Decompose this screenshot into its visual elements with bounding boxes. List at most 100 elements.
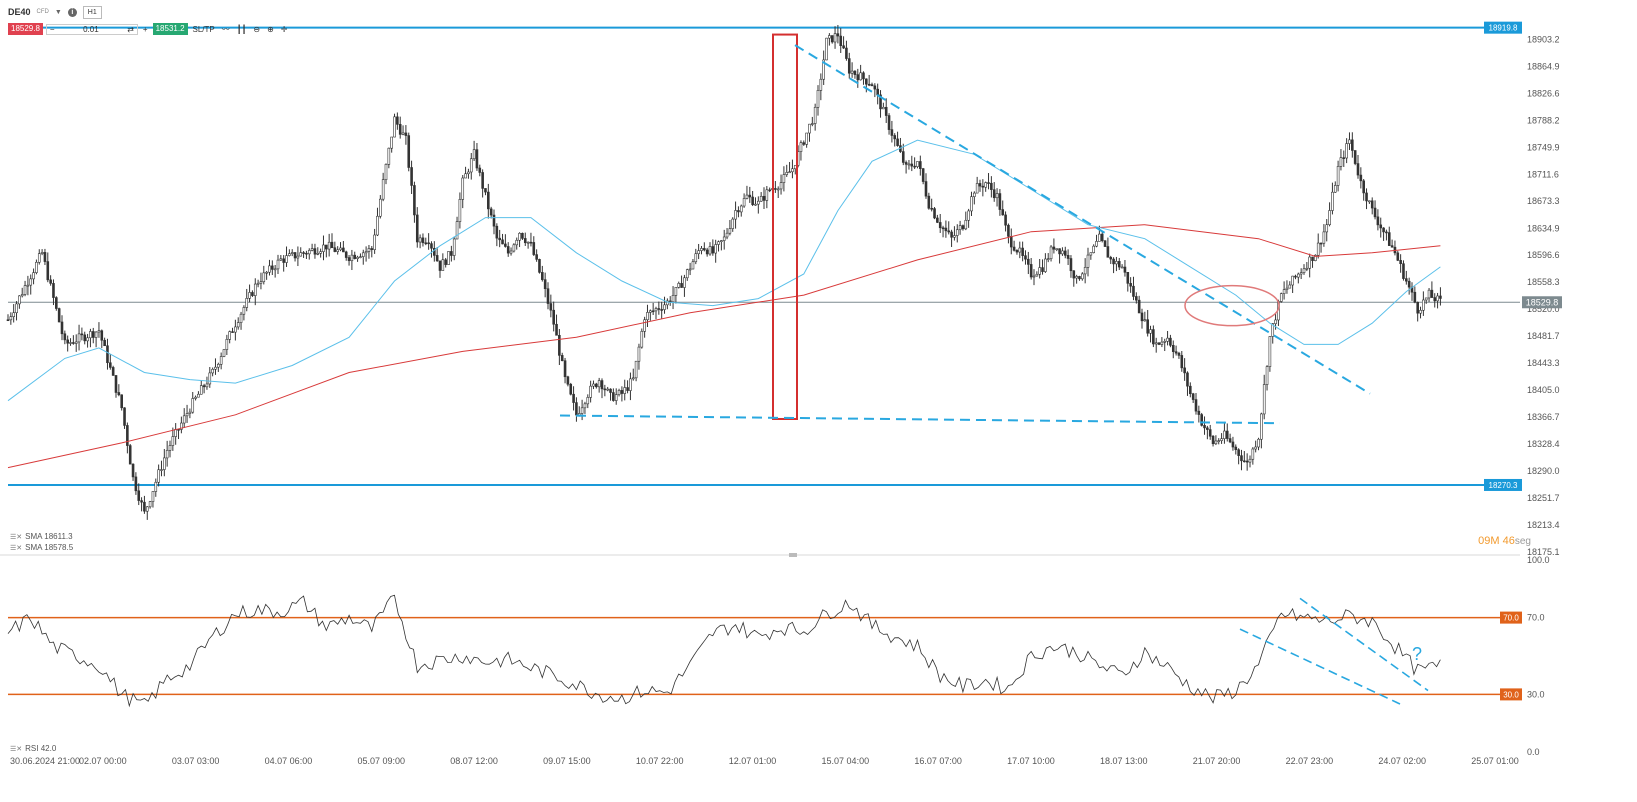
- legend-menu-icon[interactable]: ☰✕: [10, 544, 23, 552]
- candle-body: [322, 244, 325, 252]
- candle-body: [580, 407, 584, 414]
- support-dashed-line[interactable]: [559, 414, 1281, 425]
- crosshair-icon[interactable]: ✛: [280, 24, 288, 34]
- legend-menu-icon[interactable]: ☰✕: [10, 745, 23, 753]
- candle-body: [640, 331, 644, 348]
- candle-body: [992, 189, 996, 199]
- candle-body: [100, 330, 104, 341]
- candle-body: [1174, 351, 1178, 354]
- sma2-label: SMA 18578.5: [25, 543, 74, 552]
- rsi-trendline-upper[interactable]: [1299, 597, 1429, 692]
- candle-body: [1137, 299, 1141, 314]
- candle-body: [103, 339, 106, 347]
- sell-button[interactable]: 18529.8: [8, 23, 43, 35]
- candle-body: [145, 506, 149, 512]
- increase-button[interactable]: +: [142, 24, 148, 34]
- timeframe-select[interactable]: H1: [82, 5, 102, 19]
- candle-body: [1333, 185, 1337, 193]
- highlight-box[interactable]: [772, 33, 798, 420]
- volume-value[interactable]: 0.01: [83, 24, 99, 34]
- candle-body: [734, 210, 737, 220]
- candle-body: [140, 500, 143, 503]
- pane-resize-handle[interactable]: [789, 553, 797, 557]
- candle-body: [1009, 236, 1013, 248]
- rsi-legend[interactable]: ☰✕ RSI 42.0: [10, 744, 56, 753]
- candle-body: [592, 383, 595, 387]
- candle-body: [660, 309, 663, 311]
- sltp-button[interactable]: SL/TP: [192, 24, 215, 34]
- chevron-down-icon[interactable]: ▼: [54, 8, 62, 16]
- candle-body: [501, 239, 504, 245]
- candle-body: [484, 188, 487, 193]
- candle-body: [1322, 231, 1326, 244]
- candle-body: [990, 182, 993, 190]
- candle-body: [1257, 438, 1260, 448]
- candle-body: [106, 345, 109, 364]
- candle-body: [77, 333, 81, 343]
- sma-legend-2[interactable]: ☰✕ SMA 18578.5: [10, 543, 73, 552]
- candle-body: [882, 106, 885, 110]
- candle-body: [80, 333, 84, 336]
- candle-body: [18, 295, 21, 305]
- candle-body: [35, 261, 38, 273]
- line-chart-icon[interactable]: 〰: [221, 24, 230, 34]
- price-tick-label: 18213.4: [1527, 520, 1560, 530]
- candle-body: [74, 341, 78, 344]
- candle-body: [603, 388, 607, 391]
- candle-body: [697, 250, 700, 255]
- candle-body: [1183, 367, 1186, 374]
- candle-timer: 09M 46seg: [1478, 535, 1531, 547]
- candle-body: [452, 238, 456, 256]
- decrease-button[interactable]: −: [49, 24, 55, 34]
- rsi-label: RSI 42.0: [25, 744, 57, 753]
- candle-body: [1359, 174, 1363, 182]
- candle-body: [1399, 260, 1402, 264]
- candle-body: [1413, 291, 1417, 303]
- candle-body: [560, 355, 564, 362]
- candle-body: [1268, 336, 1272, 367]
- candle-body: [1365, 192, 1368, 202]
- candle-body: [1305, 267, 1309, 270]
- sma-legend-1[interactable]: ☰✕ SMA 18611.3: [10, 532, 73, 541]
- trendline-down[interactable]: [794, 44, 1371, 395]
- candle-body: [290, 252, 294, 254]
- candle-body: [541, 272, 544, 280]
- zoom-out-icon[interactable]: ⊖: [253, 24, 261, 34]
- candle-body: [180, 422, 183, 430]
- rsi-tick-label: 0.0: [1527, 747, 1540, 757]
- candle-body: [782, 174, 786, 183]
- candle-body: [430, 243, 433, 249]
- candle-body: [961, 225, 965, 230]
- candle-body: [924, 181, 928, 197]
- candle-body: [717, 241, 720, 245]
- candle-body: [174, 429, 177, 437]
- zoom-in-icon[interactable]: ⊕: [267, 24, 274, 34]
- candle-body: [663, 304, 666, 310]
- volume-stepper[interactable]: − 0.01 ⇄: [45, 23, 138, 35]
- candle-body: [1058, 248, 1061, 255]
- candle-body: [799, 142, 803, 152]
- rsi-band-label: 30.0: [1503, 690, 1519, 699]
- candle-body: [913, 165, 916, 168]
- candles-icon[interactable]: ┃┃: [236, 24, 247, 34]
- candle-body: [123, 407, 126, 426]
- candle-body: [887, 115, 891, 130]
- candle-body: [515, 239, 519, 246]
- candle-body: [418, 237, 422, 243]
- candle-body: [52, 283, 55, 298]
- legend-menu-icon[interactable]: ☰✕: [10, 533, 23, 541]
- swap-icon[interactable]: ⇄: [127, 24, 134, 34]
- candle-body: [549, 303, 553, 311]
- candle-body: [1316, 242, 1320, 256]
- breakout-ellipse[interactable]: [1184, 284, 1280, 327]
- candle-body: [222, 349, 226, 357]
- info-icon[interactable]: i: [67, 7, 77, 17]
- buy-button[interactable]: 18531.2: [152, 23, 188, 35]
- rsi-trendline-lower[interactable]: [1239, 628, 1401, 705]
- candle-body: [1223, 430, 1226, 440]
- candle-body: [9, 316, 13, 321]
- candle-body: [109, 362, 112, 368]
- candle-body: [1146, 319, 1149, 334]
- symbol-bar: DE40 CFD ▼ i H1: [8, 4, 102, 20]
